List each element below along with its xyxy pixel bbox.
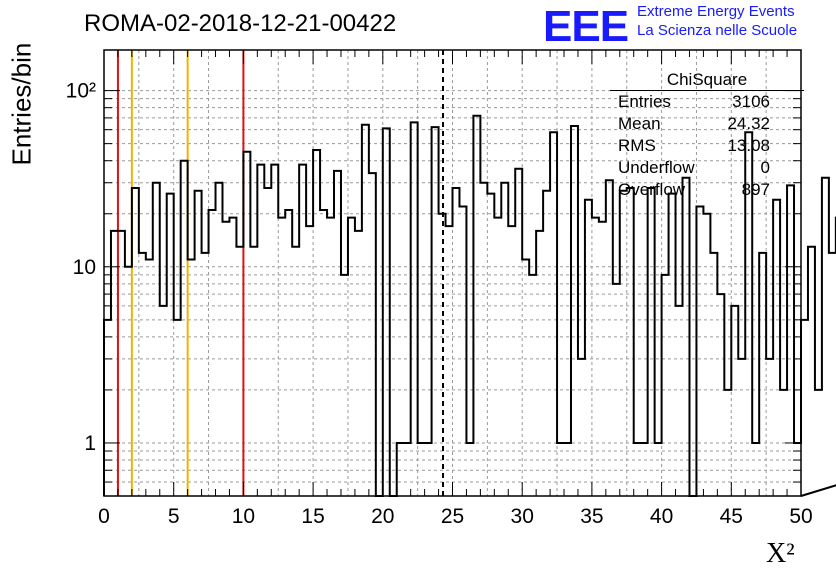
x-tick-label: 5 [168, 505, 180, 528]
x-tick-label: 50 [789, 505, 812, 528]
x-axis-ticks: 0 5 10 15 20 25 30 35 40 45 50 [98, 50, 813, 528]
stats-row-entries: Entries 3106 [618, 92, 770, 114]
y-tick-label: 10² [66, 80, 96, 103]
y-tick-label: 1 [84, 432, 96, 455]
logo-line-1: Extreme Energy Events [637, 3, 795, 20]
stats-key: RMS [618, 136, 656, 155]
chart-title: ROMA-02-2018-12-21-00422 [84, 10, 397, 37]
y-axis-label: Entries/bin [6, 42, 37, 166]
stats-title: ChiSquare [666, 70, 748, 89]
stats-row-overflow: Overflow 897 [618, 180, 770, 202]
stats-box: ChiSquare Entries 3106 Mean 24.32 RMS 13… [610, 68, 804, 206]
logo-line-2: La Scienza nelle Scuole [637, 22, 798, 39]
stats-value: 0 [760, 158, 770, 177]
stats-key: Mean [618, 114, 661, 133]
x-tick-label: 45 [720, 505, 743, 528]
x-tick-label: 20 [371, 505, 394, 528]
stats-key: Underflow [618, 158, 695, 177]
stats-title-underline [610, 90, 804, 91]
stats-value: 24.32 [727, 114, 770, 133]
stats-key: Overflow [618, 180, 686, 199]
stats-row-mean: Mean 24.32 [618, 114, 770, 136]
x-axis-label: X² [766, 538, 795, 569]
x-tick-label: 25 [441, 505, 464, 528]
reference-lines [116, 50, 445, 496]
x-tick-label: 40 [650, 505, 673, 528]
stats-value: 3106 [732, 92, 770, 111]
eee-logo: EEE [543, 2, 629, 51]
stats-row-rms: RMS 13.08 [618, 136, 770, 158]
x-tick-label: 0 [98, 505, 110, 528]
logo-caption: Extreme Energy Events La Scienza nelle S… [637, 2, 797, 40]
x-tick-label: 10 [232, 505, 255, 528]
stats-row-underflow: Underflow 0 [618, 158, 770, 180]
x-tick-label: 35 [580, 505, 603, 528]
x-tick-label: 30 [511, 505, 534, 528]
stats-value: 897 [741, 180, 770, 199]
y-tick-label: 10 [73, 256, 96, 279]
stats-value: 13.08 [727, 136, 770, 155]
x-tick-label: 15 [301, 505, 324, 528]
stats-key: Entries [618, 92, 671, 111]
